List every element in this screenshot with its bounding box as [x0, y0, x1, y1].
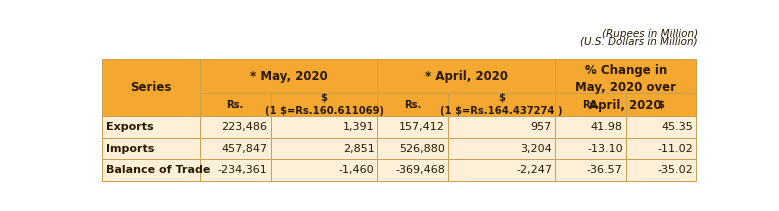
Text: -369,468: -369,468: [395, 165, 445, 175]
Bar: [626, 138, 696, 159]
Bar: [102, 59, 200, 116]
Bar: [102, 116, 200, 138]
Text: Balance of Trade: Balance of Trade: [106, 165, 210, 175]
Text: -35.02: -35.02: [657, 165, 693, 175]
Text: -234,361: -234,361: [217, 165, 267, 175]
Bar: [448, 93, 555, 116]
Bar: [378, 93, 448, 116]
Text: -11.02: -11.02: [657, 143, 693, 154]
Bar: [200, 138, 270, 159]
Text: (U.S. Dollars in Million): (U.S. Dollars in Million): [580, 36, 698, 46]
Bar: [102, 138, 200, 159]
Text: Rs.: Rs.: [404, 100, 421, 110]
Bar: [378, 159, 448, 181]
Text: 2,851: 2,851: [343, 143, 375, 154]
Text: $
(1 $=Rs.160.611069): $ (1 $=Rs.160.611069): [265, 93, 383, 116]
Bar: [448, 138, 555, 159]
Bar: [200, 116, 270, 138]
Bar: [555, 138, 626, 159]
Bar: [626, 116, 696, 138]
Text: Series: Series: [130, 81, 171, 94]
Bar: [555, 116, 626, 138]
Bar: [270, 138, 378, 159]
Bar: [555, 93, 626, 116]
Bar: [555, 159, 626, 181]
Bar: [448, 159, 555, 181]
Bar: [270, 159, 378, 181]
Bar: [200, 93, 270, 116]
Text: (Rupees in Million): (Rupees in Million): [602, 29, 698, 39]
Bar: [626, 159, 696, 181]
Text: Imports: Imports: [106, 143, 154, 154]
Text: 45.35: 45.35: [661, 122, 693, 132]
Text: 3,204: 3,204: [520, 143, 552, 154]
Bar: [555, 59, 696, 116]
Text: $
(1 $=Rs.164.437274 ): $ (1 $=Rs.164.437274 ): [440, 93, 563, 116]
Text: % Change in
May, 2020 over
April, 2020: % Change in May, 2020 over April, 2020: [575, 64, 676, 112]
Bar: [378, 116, 448, 138]
Text: Rs.: Rs.: [227, 100, 244, 110]
Text: 1,391: 1,391: [343, 122, 375, 132]
Text: * April, 2020: * April, 2020: [425, 70, 508, 83]
Text: $: $: [657, 100, 664, 110]
Bar: [378, 59, 555, 93]
Bar: [448, 116, 555, 138]
Text: 526,880: 526,880: [399, 143, 445, 154]
Text: Rs.: Rs.: [582, 100, 599, 110]
Bar: [270, 93, 378, 116]
Text: -1,460: -1,460: [339, 165, 375, 175]
Text: 223,486: 223,486: [221, 122, 267, 132]
Text: 957: 957: [530, 122, 552, 132]
Bar: [102, 159, 200, 181]
Text: 41.98: 41.98: [590, 122, 622, 132]
Text: 157,412: 157,412: [399, 122, 445, 132]
Text: * May, 2020: * May, 2020: [250, 70, 327, 83]
Bar: [200, 159, 270, 181]
Bar: [200, 59, 378, 93]
Bar: [626, 93, 696, 116]
Text: -2,247: -2,247: [516, 165, 552, 175]
Bar: [270, 116, 378, 138]
Text: 457,847: 457,847: [221, 143, 267, 154]
Bar: [378, 138, 448, 159]
Text: Exports: Exports: [106, 122, 153, 132]
Text: -13.10: -13.10: [587, 143, 622, 154]
Text: -36.57: -36.57: [587, 165, 622, 175]
